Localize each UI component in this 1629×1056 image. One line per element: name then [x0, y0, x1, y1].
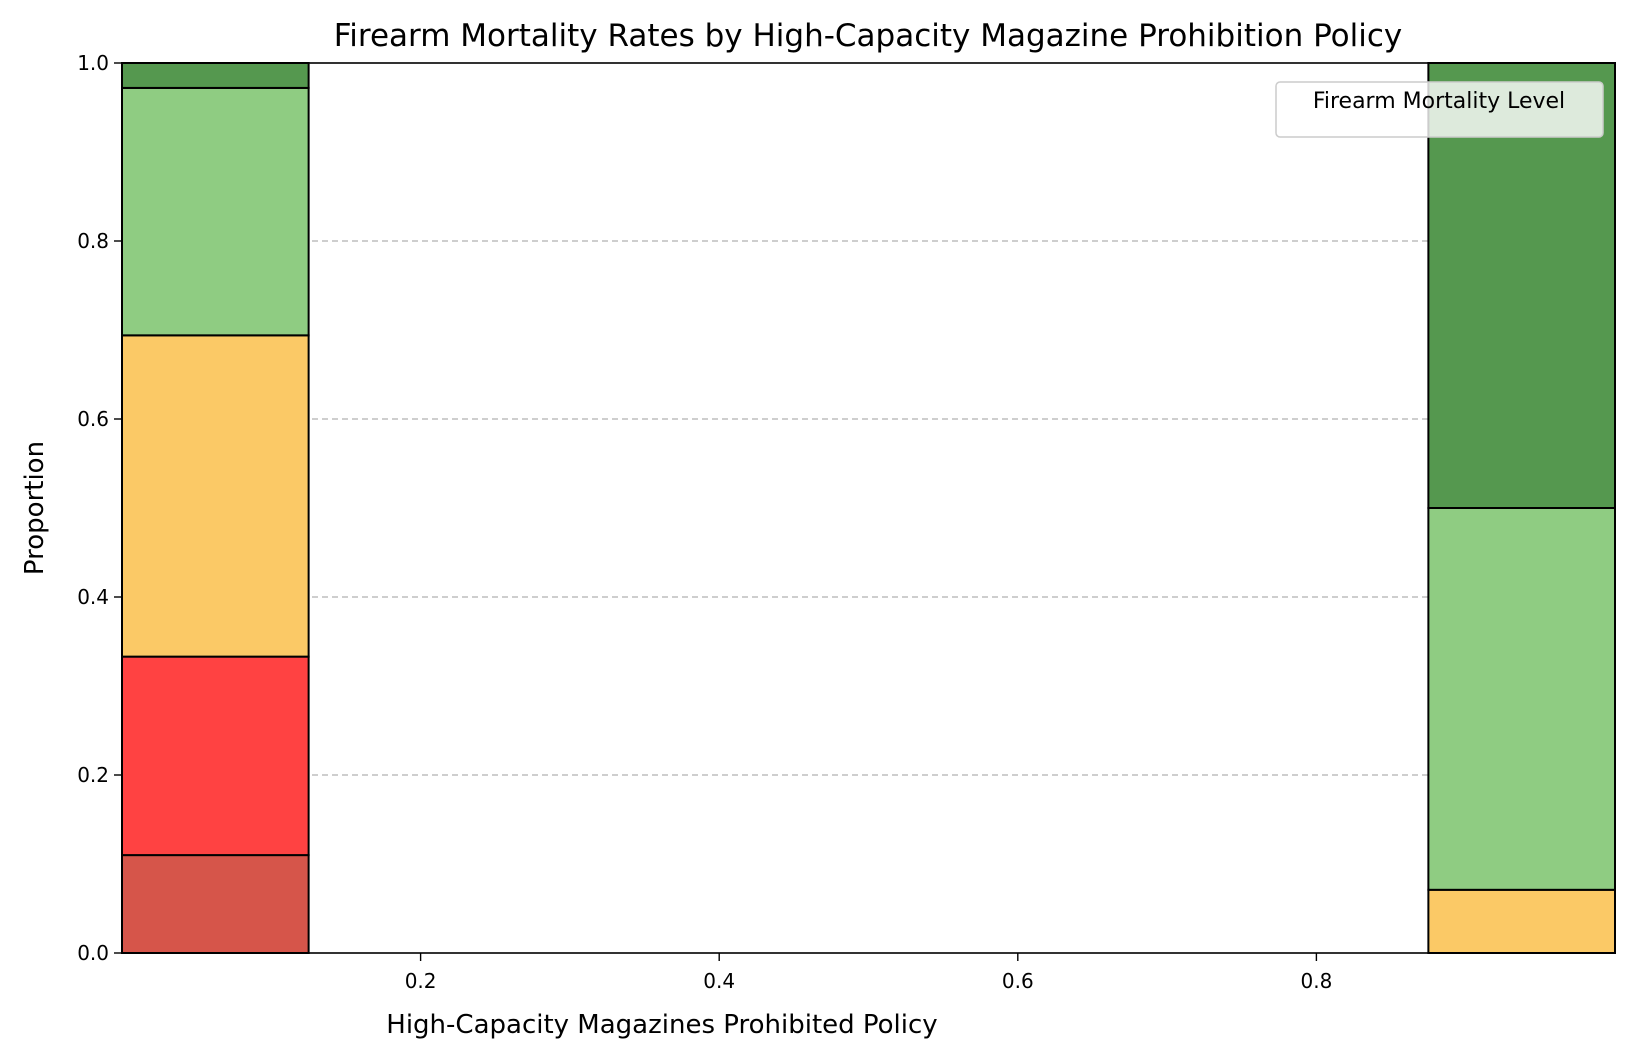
legend: Firearm Mortality Level: [1275, 81, 1604, 138]
x-axis-label: High-Capacity Magazines Prohibited Polic…: [386, 1010, 937, 1040]
bar-segment: [1427, 888, 1616, 954]
bar-segment: [121, 655, 310, 857]
legend-title: Firearm Mortality Level: [1313, 89, 1565, 114]
y-axis-label: Proportion: [20, 441, 50, 575]
y-tick-label: 0.8: [77, 229, 109, 253]
plot-frame: [121, 62, 1616, 954]
chart-title: Firearm Mortality Rates by High-Capacity…: [334, 18, 1403, 54]
y-tick-label: 0.0: [77, 941, 109, 965]
y-tick-label: 0.6: [77, 407, 109, 431]
bar-segment: [1427, 507, 1616, 891]
bar-segment: [121, 62, 310, 89]
x-tick-label: 0.6: [1002, 969, 1034, 993]
axis-ticks: 0.2 0.4 0.6 0.8 0.0 0.2 0.4 0.6 0.8 1.0: [77, 51, 1332, 993]
bar-segment: [121, 86, 310, 337]
grid-lines: [122, 240, 1615, 776]
y-tick-label: 1.0: [77, 51, 109, 75]
x-tick-label: 0.2: [405, 969, 437, 993]
bars: [121, 62, 1616, 954]
legend-box: [1275, 81, 1604, 138]
bar-segment: [121, 334, 310, 658]
y-tick-label: 0.4: [77, 585, 109, 609]
bar-segment: [121, 854, 310, 954]
y-tick-label: 0.2: [77, 763, 109, 787]
x-tick-label: 0.4: [703, 969, 735, 993]
x-tick-label: 0.8: [1300, 969, 1332, 993]
